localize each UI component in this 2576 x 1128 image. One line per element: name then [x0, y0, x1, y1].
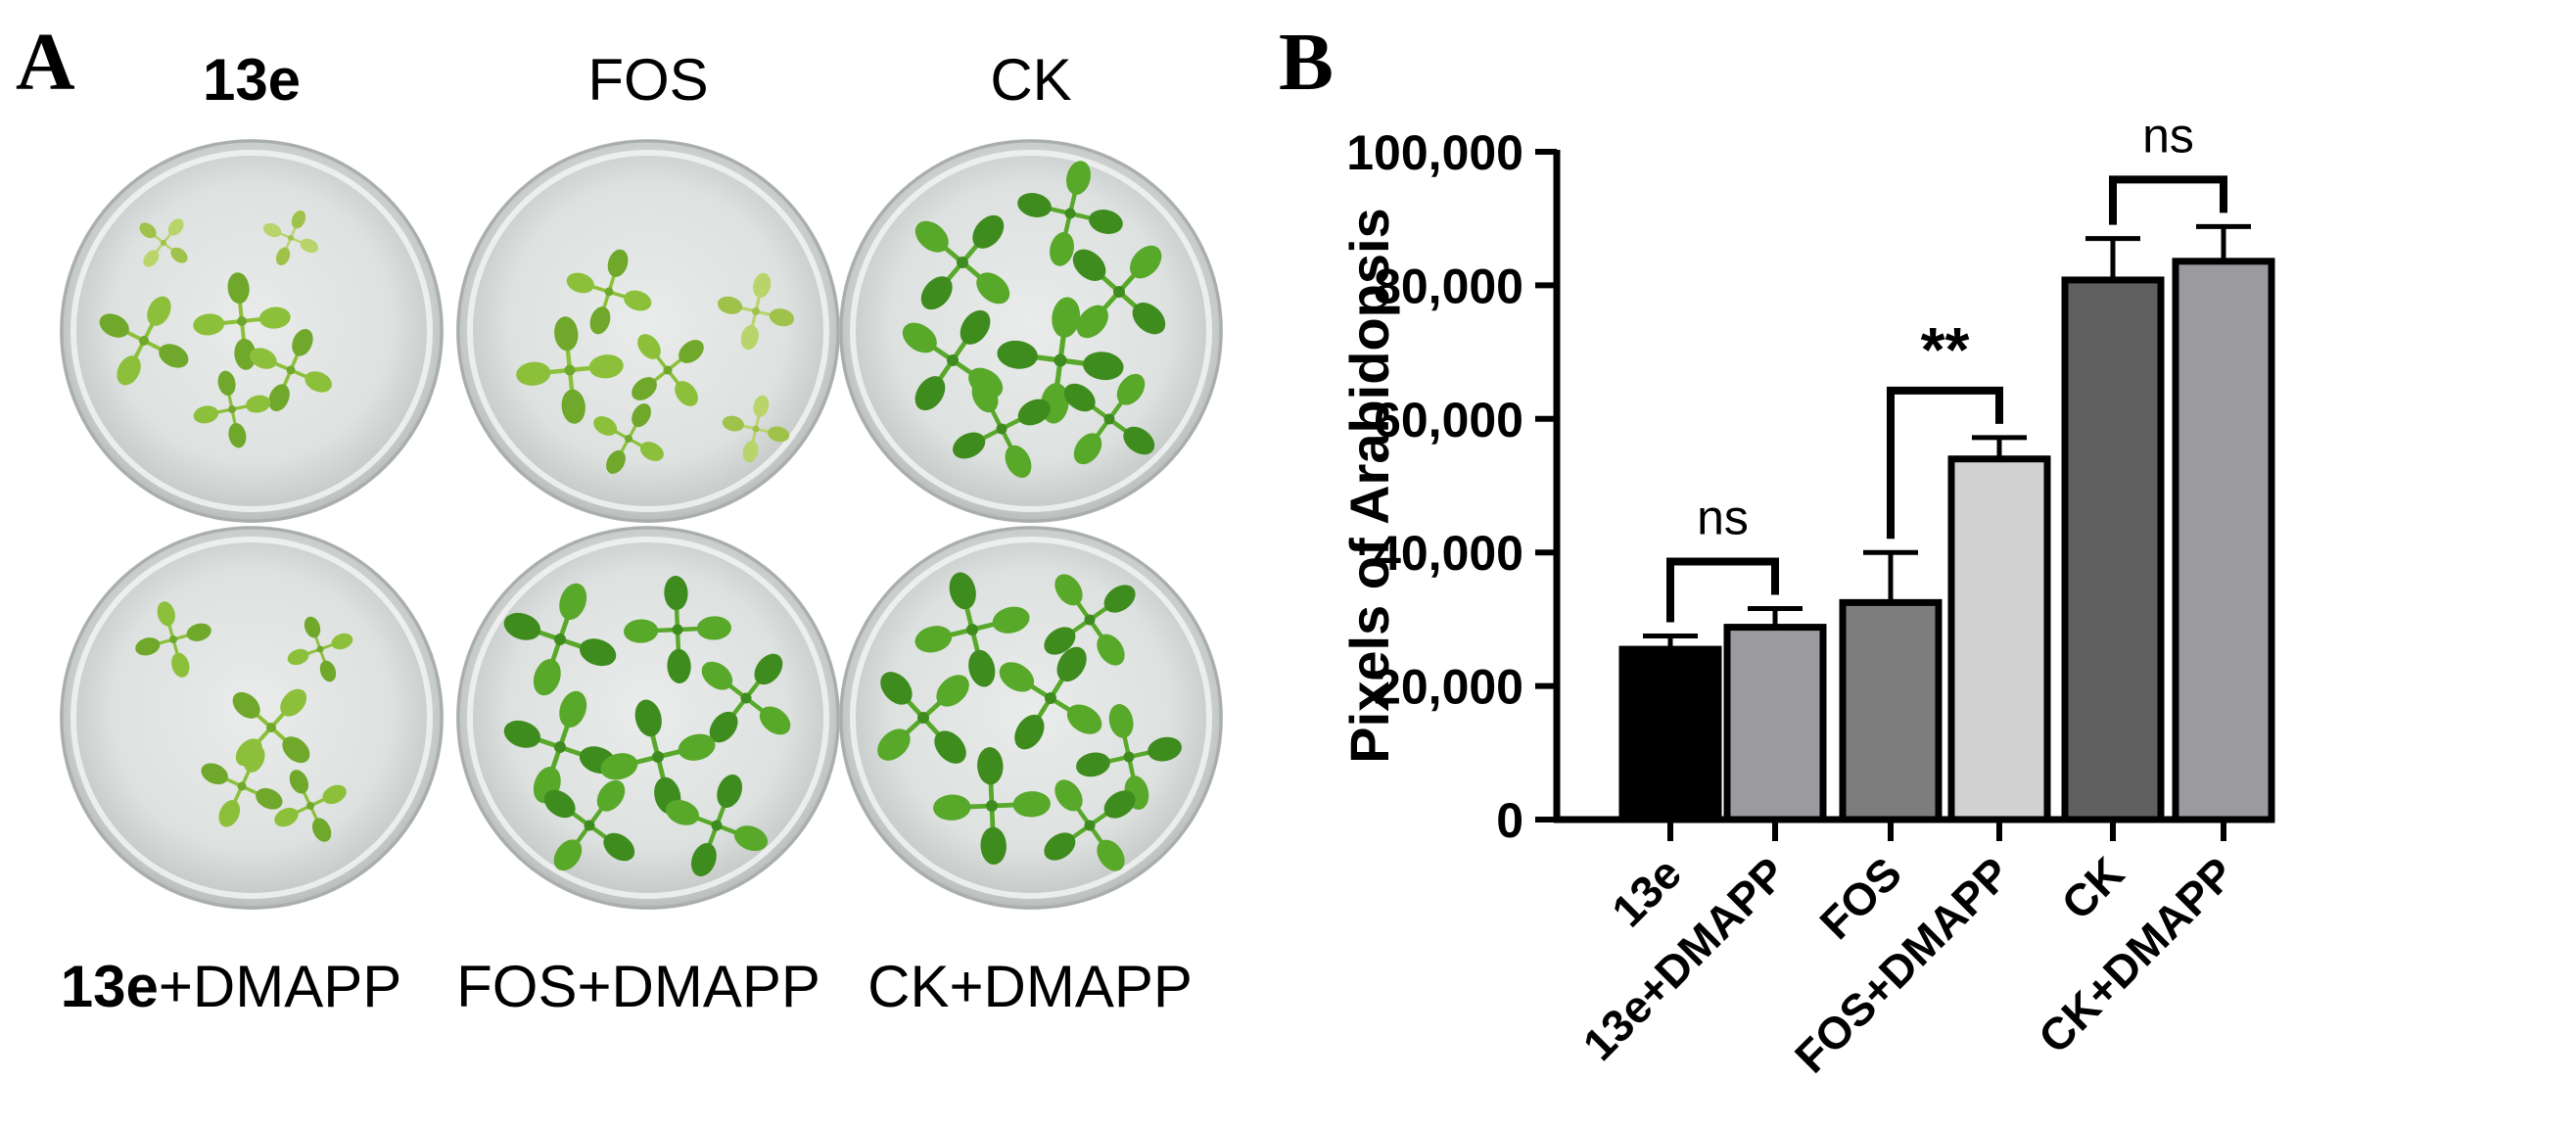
seedling [722, 395, 790, 463]
y-tick-label: 20,000 [1374, 660, 1523, 715]
significance-label: ns [2142, 108, 2194, 163]
bar-13e-dmapp [1723, 624, 1827, 823]
seedling-photo-grid [60, 139, 1223, 910]
significance-bracket: ns [2109, 108, 2227, 225]
bar-chart: 0 20,000 40,000 60,000 80,000 100,000 Pixels o… [1338, 108, 2275, 1082]
y-tick-label: 80,000 [1374, 258, 1523, 313]
petri-dish [456, 139, 840, 523]
y-tick-label: 40,000 [1374, 526, 1523, 581]
petri-dish [456, 526, 840, 910]
bar-fos-dmapp [1947, 455, 2051, 823]
bar-ck-dmapp [2172, 258, 2275, 823]
significance-bracket: ** [1887, 314, 2003, 540]
seedling [503, 690, 617, 804]
significance-label: ns [1697, 490, 1749, 544]
x-tick-label: FOS [1809, 847, 1911, 949]
label-fos: FOS [587, 47, 709, 113]
error-bar [1972, 435, 2027, 459]
seedling [624, 576, 731, 683]
seedling [999, 646, 1102, 750]
seedling [632, 334, 704, 406]
seedling [933, 747, 1051, 865]
label-13e-dmapp: 13e+DMAPP [60, 954, 402, 1019]
error-bar [1748, 605, 1803, 628]
seedling [274, 770, 347, 842]
seedling [953, 380, 1051, 478]
y-axis-title: Pixels of Arabidopsis [1338, 208, 1400, 763]
seedling [232, 688, 310, 767]
error-bar [2085, 236, 2140, 280]
panel-b-letter: B [1279, 17, 1335, 108]
label-ck-dmapp: CK+DMAPP [867, 954, 1193, 1019]
x-tick-label: CK+DMAPP [2029, 847, 2244, 1062]
seedling [543, 779, 635, 871]
significance-bracket: ns [1666, 490, 1779, 623]
bar-ck [2061, 276, 2165, 823]
label-fos-dmapp: FOS+DMAPP [456, 954, 820, 1019]
seedling [139, 218, 188, 267]
seedling [1044, 779, 1136, 871]
seedling [997, 297, 1124, 424]
error-bar [1863, 549, 1918, 603]
y-tick-label: 100,000 [1346, 125, 1523, 180]
seedling [914, 572, 1030, 687]
petri-dish [839, 526, 1223, 910]
seedling [593, 403, 664, 474]
error-bar [2196, 223, 2251, 261]
label-ck: CK [990, 47, 1072, 113]
bar-13e [1618, 645, 1722, 823]
seedling [566, 249, 652, 335]
seedling [287, 616, 353, 682]
significance-label: ** [1921, 314, 1970, 385]
seedling [717, 272, 795, 351]
seedling [193, 370, 271, 448]
seedling [914, 214, 1010, 310]
seedling [250, 329, 332, 411]
petri-dish [839, 139, 1223, 523]
seedling [877, 672, 969, 764]
x-tick-label: CK [2051, 847, 2133, 929]
seedling [193, 272, 291, 370]
label-13e: 13e [202, 47, 302, 113]
seedling [701, 653, 791, 743]
seedling [263, 211, 318, 265]
y-tick-label: 0 [1496, 793, 1523, 848]
error-bar [1643, 633, 1698, 650]
seedling [135, 601, 211, 678]
panel-a-letter: A [16, 17, 75, 108]
seedling [516, 316, 624, 424]
seedling [1044, 574, 1136, 666]
seedling [665, 774, 769, 877]
seedling [1072, 245, 1166, 339]
seedling [1017, 161, 1123, 266]
seedling [99, 296, 189, 386]
petri-dish [60, 139, 444, 523]
bar-fos [1839, 598, 1943, 823]
seedling [1063, 373, 1155, 465]
seedling [201, 745, 283, 827]
petri-dish [60, 526, 444, 910]
y-tick-label: 60,000 [1374, 393, 1523, 447]
seedling [503, 583, 617, 696]
x-tick-label: 13e [1602, 847, 1691, 936]
